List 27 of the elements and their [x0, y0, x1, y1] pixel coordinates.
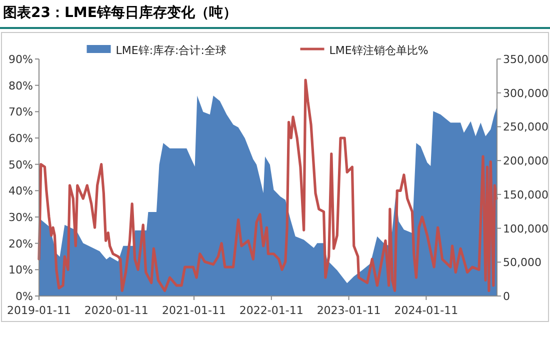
y-tick-label: 90% [8, 53, 33, 66]
y2-tick-label: 300,000 [503, 86, 548, 100]
y-tick-label: 50% [8, 158, 33, 172]
y-tick-label: 80% [8, 79, 33, 92]
y-tick-label: 0% [16, 290, 33, 303]
y-tick-label: 20% [8, 237, 33, 250]
x-tick-label: 2019-01-11 [7, 304, 71, 317]
y-tick-label: 40% [8, 184, 33, 198]
y2-tick-label: 200,000 [503, 154, 548, 168]
chart-title: 图表23：LME锌每日库存变化（吨） [3, 4, 237, 21]
x-tick-label: 2021-01-11 [162, 304, 226, 317]
y2-tick-label: 100,000 [503, 222, 548, 236]
legend-label: LME锌:库存:合计:全球 [116, 44, 226, 57]
y-tick-label: 30% [8, 211, 33, 224]
y-tick-label: 60% [8, 132, 33, 145]
y2-tick-label: 0 [503, 290, 510, 303]
x-tick-label: 2024-01-11 [394, 304, 458, 317]
y2-tick-label: 50,000 [503, 256, 542, 270]
y2-tick-label: 350,000 [503, 53, 548, 66]
y-tick-label: 10% [8, 264, 33, 277]
y-tick-label: 70% [8, 106, 33, 119]
legend-label: LME锌注销仓单比% [329, 44, 428, 57]
x-tick-label: 2022-01-11 [239, 304, 304, 317]
x-tick-label: 2020-01-11 [84, 304, 148, 317]
y2-tick-label: 150,000 [503, 188, 548, 202]
y2-tick-label: 250,000 [503, 120, 548, 134]
x-tick-label: 2023-01-11 [316, 304, 381, 317]
